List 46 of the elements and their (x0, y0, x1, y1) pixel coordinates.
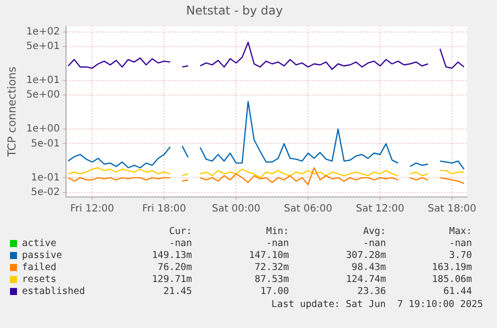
text: 185.06m (430, 274, 472, 286)
legend-label: failed (22, 262, 58, 274)
text: -nan (362, 238, 386, 250)
text: 17.00 (259, 286, 289, 298)
text: 76.20m (156, 262, 192, 274)
y-tick-label: 5e+00 (26, 90, 60, 101)
legend-label: resets (22, 274, 58, 286)
x-tick-label: Fri 12:00 (70, 204, 114, 215)
text: 163.19m (430, 262, 472, 274)
y-tick-label: 5e-01 (30, 138, 60, 150)
text: Min: (265, 226, 289, 238)
y-tick-label: 1e+01 (26, 75, 60, 86)
text: 61.44 (442, 286, 472, 298)
text: 23.36 (356, 286, 386, 298)
x-tick-label: Sat 12:00 (356, 204, 404, 215)
legend-label: active (22, 238, 58, 250)
x-tick-label: Sat 06:00 (284, 204, 332, 215)
text: Cur: (168, 226, 192, 238)
text: -nan (265, 238, 289, 250)
y-axis-title: TCP connections (5, 66, 18, 158)
x-tick-label: Sat 18:00 (428, 204, 476, 215)
text: -nan (448, 238, 472, 250)
text: 129.71m (150, 274, 192, 286)
y-tick-label: 5e+01 (26, 41, 60, 52)
text: Last update: Sat Jun 7 19:10:00 2025 (271, 299, 483, 310)
text: 124.74m (344, 274, 386, 286)
text: Avg: (362, 226, 386, 238)
text: Max: (448, 226, 472, 238)
y-tick-label: 5e-02 (30, 186, 60, 198)
text: 72.32m (254, 262, 289, 274)
text: -nan (168, 238, 192, 250)
text: 147.10m (248, 250, 289, 262)
x-tick-label: Fri 18:00 (142, 204, 186, 215)
legend-label: established (22, 286, 86, 298)
chart-title: Netstat - by day (186, 3, 283, 18)
y-tick-label: 1e+02 (26, 26, 60, 38)
legend-label: passive (22, 250, 64, 262)
text: 21.45 (162, 286, 192, 298)
x-tick-label: Sat 00:00 (212, 204, 260, 215)
text: 98.43m (350, 262, 386, 274)
y-tick-label: 1e-01 (30, 172, 60, 184)
y-tick-label: 1e+00 (26, 124, 60, 135)
text: 87.53m (254, 274, 289, 286)
text: 3.70 (448, 250, 472, 262)
text: 307.28m (344, 250, 386, 262)
text: 149.13m (150, 250, 192, 262)
